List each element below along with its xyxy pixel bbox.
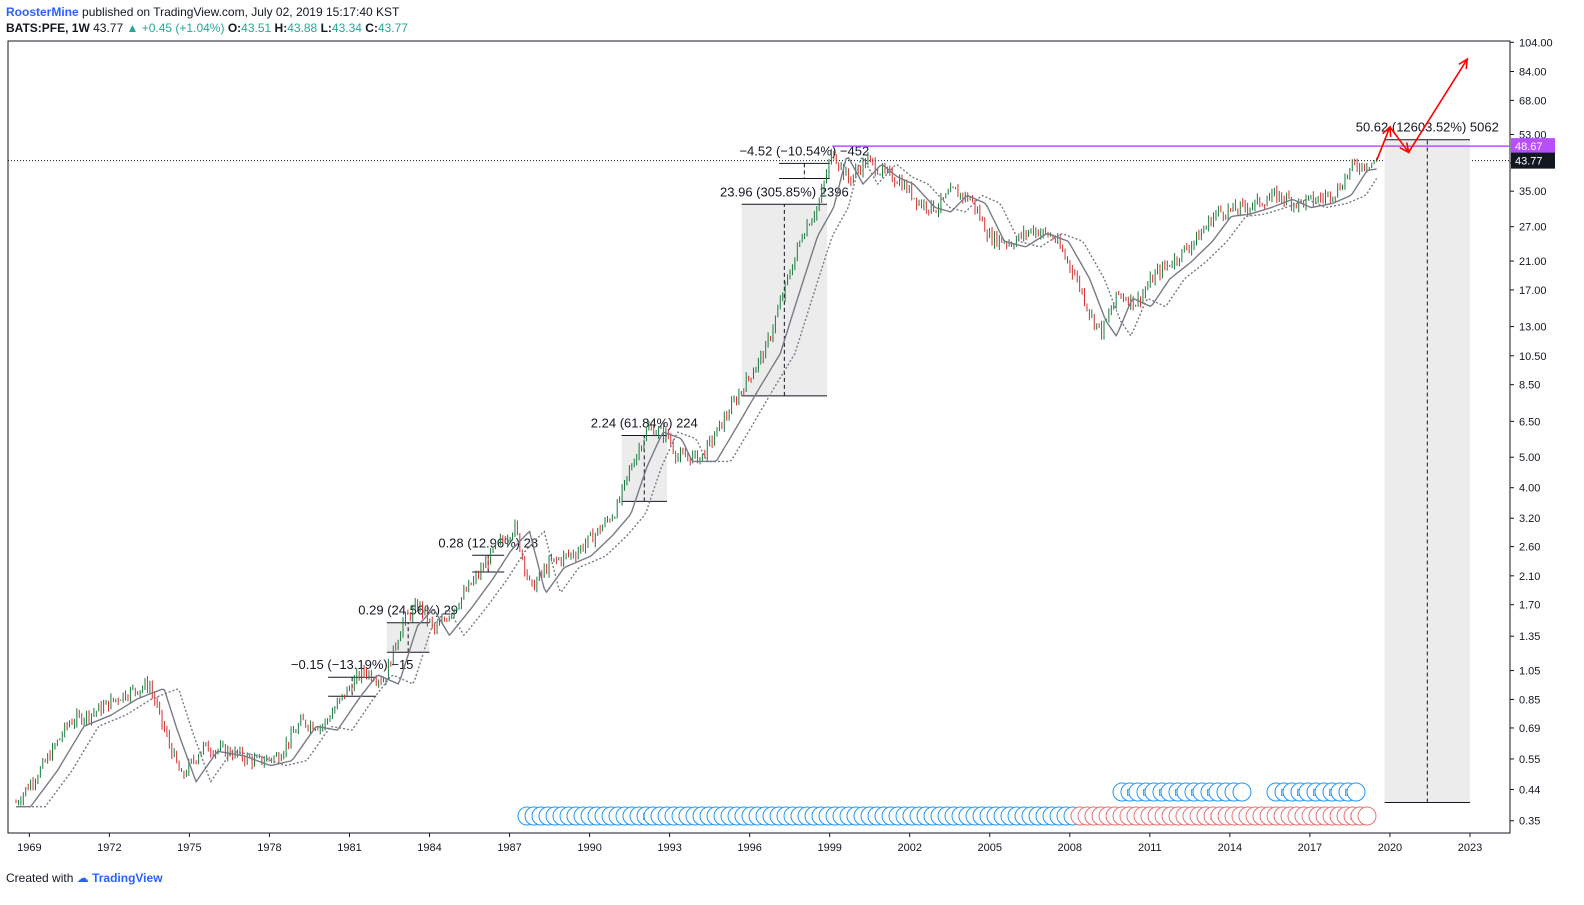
x-tick-label: 2014	[1218, 842, 1242, 854]
y-tick-label: 84.00	[1519, 67, 1547, 79]
high-label: H:	[274, 21, 288, 35]
y-tick-label: 27.00	[1519, 222, 1547, 234]
symbol-label[interactable]: BATS:PFE, 1W	[6, 21, 90, 35]
y-tick-label: 104.00	[1519, 37, 1553, 49]
author-link[interactable]: RoosterMine	[6, 5, 79, 19]
y-tick-label: 2.10	[1519, 571, 1540, 583]
x-tick-label: 1975	[177, 842, 201, 854]
measure-label: 0.28 (12.96%) 28	[438, 535, 538, 550]
projection-arrow-down-head	[1399, 142, 1410, 154]
x-tick-label: 1987	[497, 842, 521, 854]
x-tick-label: 1990	[577, 842, 601, 854]
y-tick-label: 17.00	[1519, 285, 1547, 297]
created-with-label: Created with	[6, 871, 74, 885]
y-tick-label: 8.50	[1519, 380, 1540, 392]
y-tick-label: 6.50	[1519, 416, 1540, 428]
y-tick-label: 21.00	[1519, 256, 1547, 268]
y-tick-label: 3.20	[1519, 513, 1540, 525]
earnings-marker	[1357, 806, 1377, 826]
y-tick-label: 0.85	[1519, 694, 1540, 706]
tradingview-logo-icon[interactable]: ☁	[76, 871, 89, 885]
current-price-label-bg	[1511, 152, 1555, 169]
symbol-line: BATS:PFE, 1W 43.77 ▲ +0.45 (+1.04%) O:43…	[6, 20, 408, 36]
y-tick-label: 1.05	[1519, 666, 1540, 678]
measure-label: 2.24 (61.84%) 224	[591, 416, 698, 431]
last-price: 43.77	[93, 21, 124, 35]
close-value: 43.77	[377, 21, 408, 35]
y-tick-label: 2.60	[1519, 542, 1540, 554]
x-tick-label: 1984	[417, 842, 441, 854]
y-tick-label: 4.00	[1519, 483, 1540, 495]
y-tick-label: 1.70	[1519, 600, 1540, 612]
projection-arrow-long	[1407, 58, 1468, 153]
x-tick-label: 1999	[817, 842, 841, 854]
up-arrow-icon: ▲	[126, 21, 139, 35]
y-tick-label: 0.44	[1519, 784, 1540, 796]
x-tick-label: 2017	[1298, 842, 1322, 854]
projection-arrow-down	[1389, 126, 1410, 153]
y-tick-label: 35.00	[1519, 186, 1547, 198]
dividend-marker	[1346, 782, 1366, 802]
x-tick-label: 2011	[1138, 842, 1162, 854]
chart-header: RoosterMine published on TradingView.com…	[6, 4, 408, 36]
x-tick-label: 2002	[897, 842, 921, 854]
y-tick-label: 68.00	[1519, 95, 1547, 107]
projection-arrow-up	[1375, 126, 1391, 161]
x-tick-label: 2023	[1458, 842, 1482, 854]
y-tick-label: 0.55	[1519, 754, 1540, 766]
y-tick-label: 0.69	[1519, 723, 1540, 735]
measure-label: −0.15 (−13.19%) −15	[291, 657, 414, 672]
measure-label: 50.62 (12603.52%) 5062	[1356, 120, 1499, 135]
x-tick-label: 1972	[97, 842, 121, 854]
moving-average-dotted-line	[16, 156, 1378, 808]
publish-info: published on TradingView.com, July 02, 2…	[82, 5, 400, 19]
projection-arrow-long-head	[1458, 57, 1469, 70]
measure-label: −4.52 (−10.54%) −452	[739, 143, 869, 158]
y-tick-label: 10.50	[1519, 351, 1547, 363]
low-label: L:	[320, 21, 332, 35]
price-change: +0.45 (+1.04%)	[141, 21, 225, 35]
y-tick-label: 5.00	[1519, 452, 1540, 464]
y-tick-label: 0.35	[1519, 816, 1540, 828]
x-tick-label: 1996	[737, 842, 761, 854]
x-tick-label: 2020	[1378, 842, 1402, 854]
resistance-price-label-bg	[1511, 138, 1555, 155]
low-value: 43.34	[331, 21, 362, 35]
y-tick-label: 13.00	[1519, 322, 1547, 334]
tradingview-brand[interactable]: TradingView	[92, 871, 163, 885]
open-label: O:	[227, 21, 242, 35]
x-tick-label: 1993	[657, 842, 681, 854]
close-label: C:	[365, 21, 378, 35]
x-tick-label: 2008	[1058, 842, 1082, 854]
x-tick-label: 2005	[978, 842, 1002, 854]
current-price-label: 43.77	[1515, 156, 1543, 168]
x-tick-label: 1981	[337, 842, 361, 854]
measure-label: 23.96 (305.85%) 2396	[720, 184, 849, 199]
dividend-marker	[1232, 782, 1252, 802]
y-tick-label: 1.35	[1519, 631, 1540, 643]
footer: Created with ☁ TradingView	[6, 871, 163, 885]
moving-average-line	[16, 156, 1377, 808]
resistance-price-label: 48.67	[1515, 141, 1543, 153]
open-value: 43.51	[241, 21, 272, 35]
publish-line: RoosterMine published on TradingView.com…	[6, 4, 408, 20]
plot-frame	[7, 40, 1511, 834]
high-value: 43.88	[287, 21, 318, 35]
x-tick-label: 1969	[17, 842, 41, 854]
x-tick-label: 1978	[257, 842, 281, 854]
